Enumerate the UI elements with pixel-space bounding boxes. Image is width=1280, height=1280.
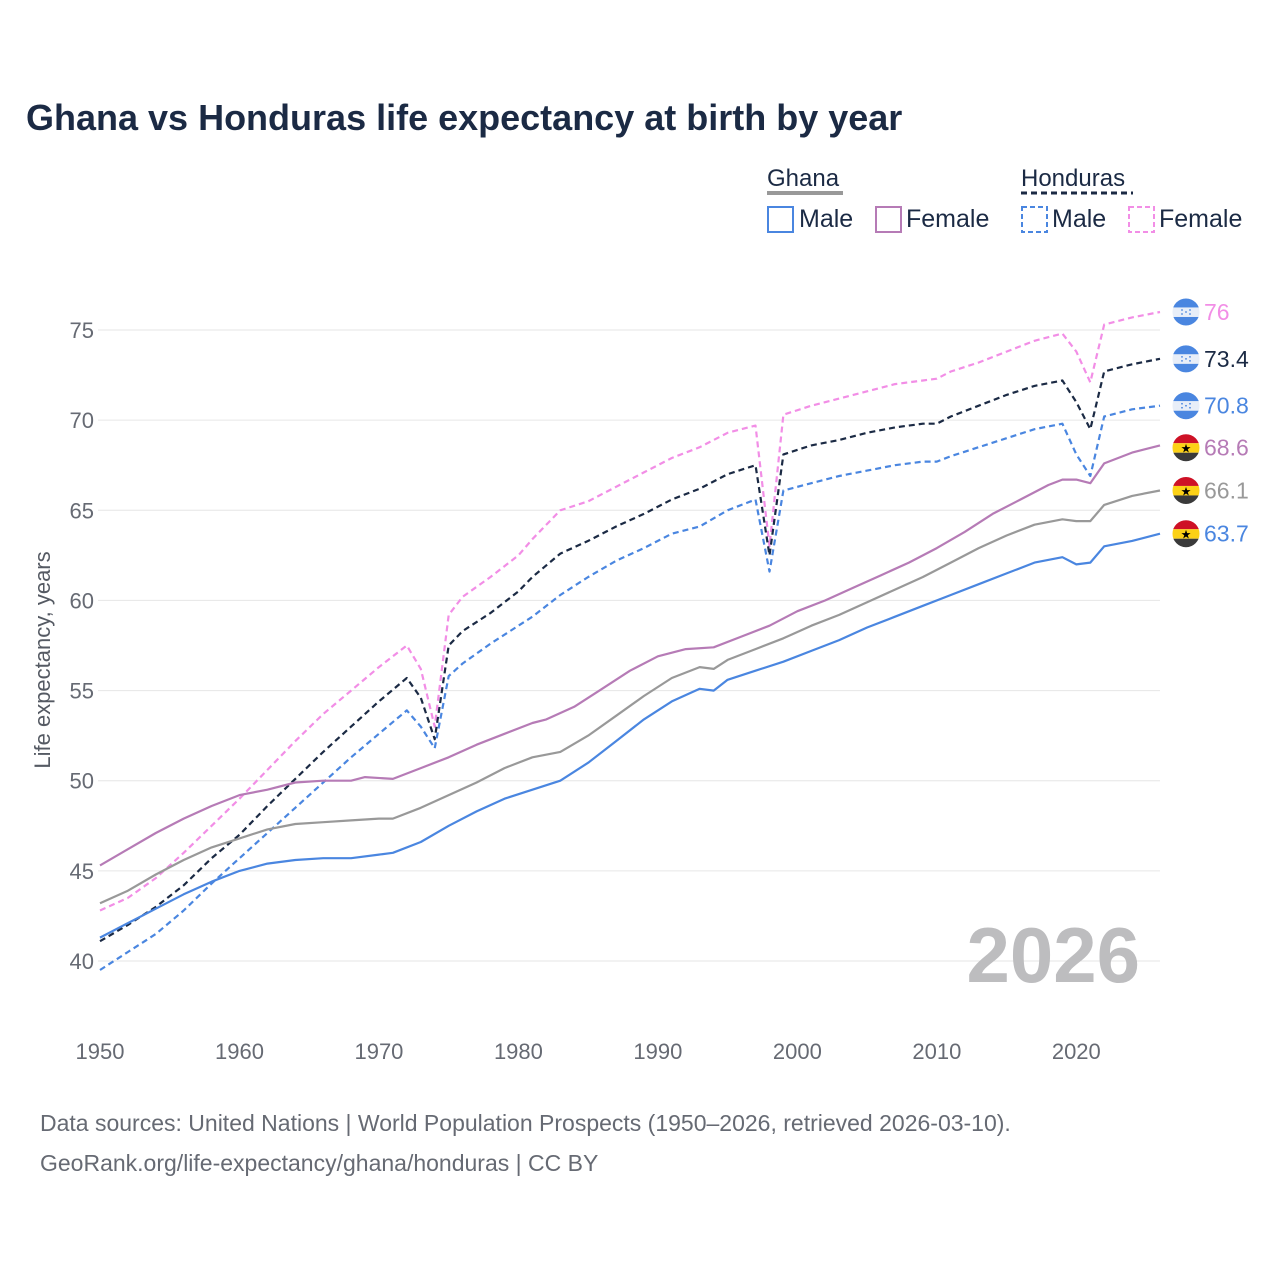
legend-label-honduras-female: Female: [1159, 205, 1242, 233]
series-lines: [99, 310, 1161, 971]
x-tick-label-1980: 1980: [494, 1039, 543, 1064]
svg-text:★: ★: [1181, 484, 1192, 498]
y-axis-title: Life expectancy, years: [30, 551, 55, 768]
grid: [98, 329, 1160, 962]
legend-swatch-ghana-male: [767, 206, 794, 233]
end-markers: 76 73.4 70.8 ★ 68.6 ★ 66.1 ★ 63.7: [1171, 297, 1249, 549]
series-line-ghana-total: [99, 489, 1161, 905]
x-tick-label-1960: 1960: [215, 1039, 264, 1064]
legend-group-ghana: Ghana: [767, 165, 840, 192]
flag-marker-ghana-female: ★: [1171, 433, 1201, 463]
end-label-honduras-total: 73.4: [1204, 346, 1249, 372]
y-tick-label-75: 75: [70, 318, 94, 343]
ghana-flag-icon: ★: [1172, 519, 1200, 548]
end-label-honduras-female: 76: [1204, 299, 1230, 325]
year-watermark: 2026: [966, 911, 1140, 999]
x-tick-label-2020: 2020: [1052, 1039, 1101, 1064]
y-tick-label-65: 65: [70, 498, 94, 523]
legend-swatch-honduras-female: [1128, 206, 1155, 233]
x-tick-label-2010: 2010: [912, 1039, 961, 1064]
y-tick-label-45: 45: [70, 859, 94, 884]
x-tick-label-1950: 1950: [76, 1039, 125, 1064]
legend-swatch-ghana-female: [875, 206, 902, 233]
honduras-flag-icon: [1172, 297, 1200, 326]
end-label-ghana-female: 68.6: [1204, 435, 1249, 461]
flag-marker-ghana-male: ★: [1171, 519, 1201, 549]
honduras-flag-icon: [1172, 344, 1200, 373]
end-label-ghana-male: 63.7: [1204, 521, 1249, 547]
source-line-2: GeoRank.org/life-expectancy/ghana/hondur…: [40, 1150, 598, 1176]
y-axis-ticks: 40 45 50 55 60 65 70 75: [70, 318, 94, 974]
legend: Ghana Honduras Male Female Male Female: [767, 165, 1242, 233]
series-line-honduras-male: [99, 404, 1161, 971]
series-line-ghana-male: [99, 532, 1161, 939]
flag-marker-honduras-total: [1171, 344, 1201, 374]
x-tick-label-1970: 1970: [354, 1039, 403, 1064]
flag-marker-ghana-total: ★: [1171, 475, 1201, 505]
flag-marker-honduras-male: [1171, 391, 1201, 421]
x-axis-ticks: 1950 1960 1970 1980 1990 2000 2010 2020: [76, 1039, 1101, 1064]
x-tick-label-1990: 1990: [633, 1039, 682, 1064]
y-tick-label-40: 40: [70, 949, 94, 974]
chart-title: Ghana vs Honduras life expectancy at bir…: [26, 97, 902, 138]
legend-group-honduras: Honduras: [1021, 165, 1125, 192]
end-label-honduras-male: 70.8: [1204, 393, 1249, 419]
y-tick-label-60: 60: [70, 588, 94, 613]
ghana-flag-icon: ★: [1172, 476, 1200, 505]
y-tick-label-70: 70: [70, 408, 94, 433]
x-tick-label-2000: 2000: [773, 1039, 822, 1064]
svg-text:★: ★: [1181, 528, 1192, 542]
legend-label-ghana-female: Female: [906, 205, 989, 233]
ghana-flag-icon: ★: [1172, 433, 1200, 462]
legend-label-honduras-male: Male: [1052, 205, 1106, 233]
series-line-ghana-female: [99, 444, 1161, 867]
legend-label-ghana-male: Male: [799, 205, 853, 233]
end-label-ghana-total: 66.1: [1204, 477, 1249, 503]
y-tick-label-50: 50: [70, 769, 94, 794]
source-line-1: Data sources: United Nations | World Pop…: [40, 1110, 1011, 1136]
y-tick-label-55: 55: [70, 679, 94, 704]
flag-marker-honduras-female: [1171, 297, 1201, 327]
series-line-honduras-female: [99, 310, 1161, 912]
legend-swatch-honduras-male: [1021, 206, 1048, 233]
series-line-honduras-total: [99, 357, 1161, 943]
svg-text:★: ★: [1181, 442, 1192, 456]
honduras-flag-icon: [1172, 391, 1200, 420]
